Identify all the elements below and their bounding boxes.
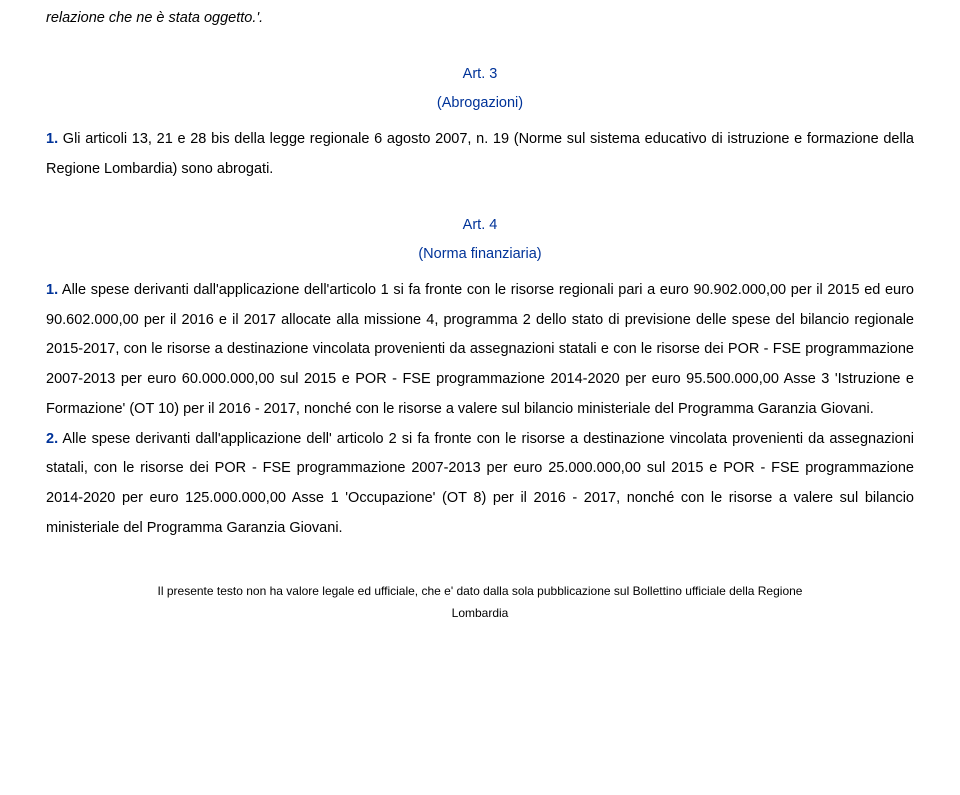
footer-line2: Lombardia — [46, 602, 914, 625]
art3-heading: Art. 3 — [46, 60, 914, 90]
footer: Il presente testo non ha valore legale e… — [46, 580, 914, 626]
art3-subtitle: (Abrogazioni) — [46, 89, 914, 119]
art3-para1: 1. Gli articoli 13, 21 e 28 bis della le… — [46, 125, 914, 184]
art4-para2-lead: 2. — [46, 431, 58, 447]
art4-subtitle: (Norma finanziaria) — [46, 240, 914, 270]
art4-para1: 1. Alle spese derivanti dall'applicazion… — [46, 276, 914, 425]
art4-para1-text: Alle spese derivanti dall'applicazione d… — [46, 282, 914, 417]
art3-para1-text: Gli articoli 13, 21 e 28 bis della legge… — [46, 131, 914, 177]
art4-para2: 2. Alle spese derivanti dall'applicazion… — [46, 425, 914, 544]
art4-para2-text: Alle spese derivanti dall'applicazione d… — [46, 431, 914, 536]
art3-para1-lead: 1. — [46, 131, 58, 147]
top-fragment: relazione che ne è stata oggetto.'. — [46, 4, 914, 34]
footer-line1: Il presente testo non ha valore legale e… — [46, 580, 914, 603]
art4-para1-lead: 1. — [46, 282, 58, 298]
art4-heading: Art. 4 — [46, 211, 914, 241]
document-page: relazione che ne è stata oggetto.'. Art.… — [0, 0, 960, 625]
